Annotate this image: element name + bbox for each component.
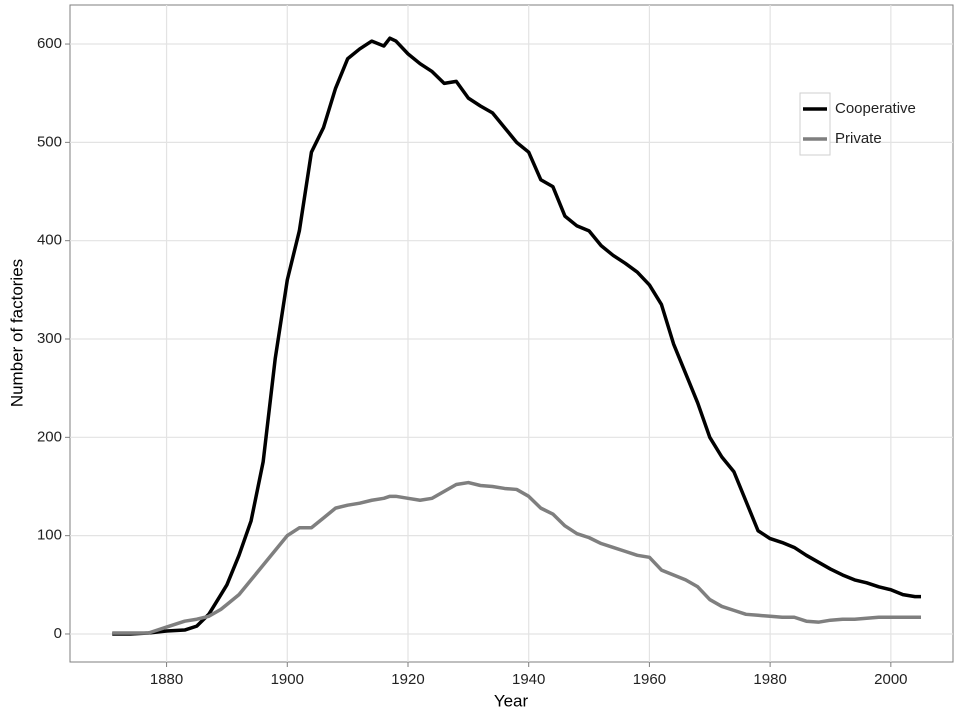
legend-label: Cooperative [835, 100, 916, 117]
y-tick-label: 0 [54, 625, 62, 642]
x-tick-label: 1960 [633, 671, 666, 688]
y-tick-label: 600 [37, 35, 62, 52]
legend-box [799, 92, 831, 156]
y-axis-title: Number of factories [7, 259, 26, 407]
x-axis-title: Year [494, 691, 529, 710]
legend-label: Private [835, 130, 882, 147]
y-tick-label: 200 [37, 428, 62, 445]
x-tick-label: 1900 [271, 671, 304, 688]
y-tick-label: 400 [37, 232, 62, 249]
y-tick-label: 100 [37, 527, 62, 544]
x-tick-label: 1920 [391, 671, 424, 688]
y-tick-label: 300 [37, 330, 62, 347]
line-series [112, 36, 922, 636]
x-tick-label: 1940 [512, 671, 545, 688]
x-tick-label: 1980 [753, 671, 786, 688]
x-tick-label: 1880 [150, 671, 183, 688]
x-tick-label: 2000 [874, 671, 907, 688]
line-series [112, 480, 922, 635]
y-tick-label: 500 [37, 133, 62, 150]
